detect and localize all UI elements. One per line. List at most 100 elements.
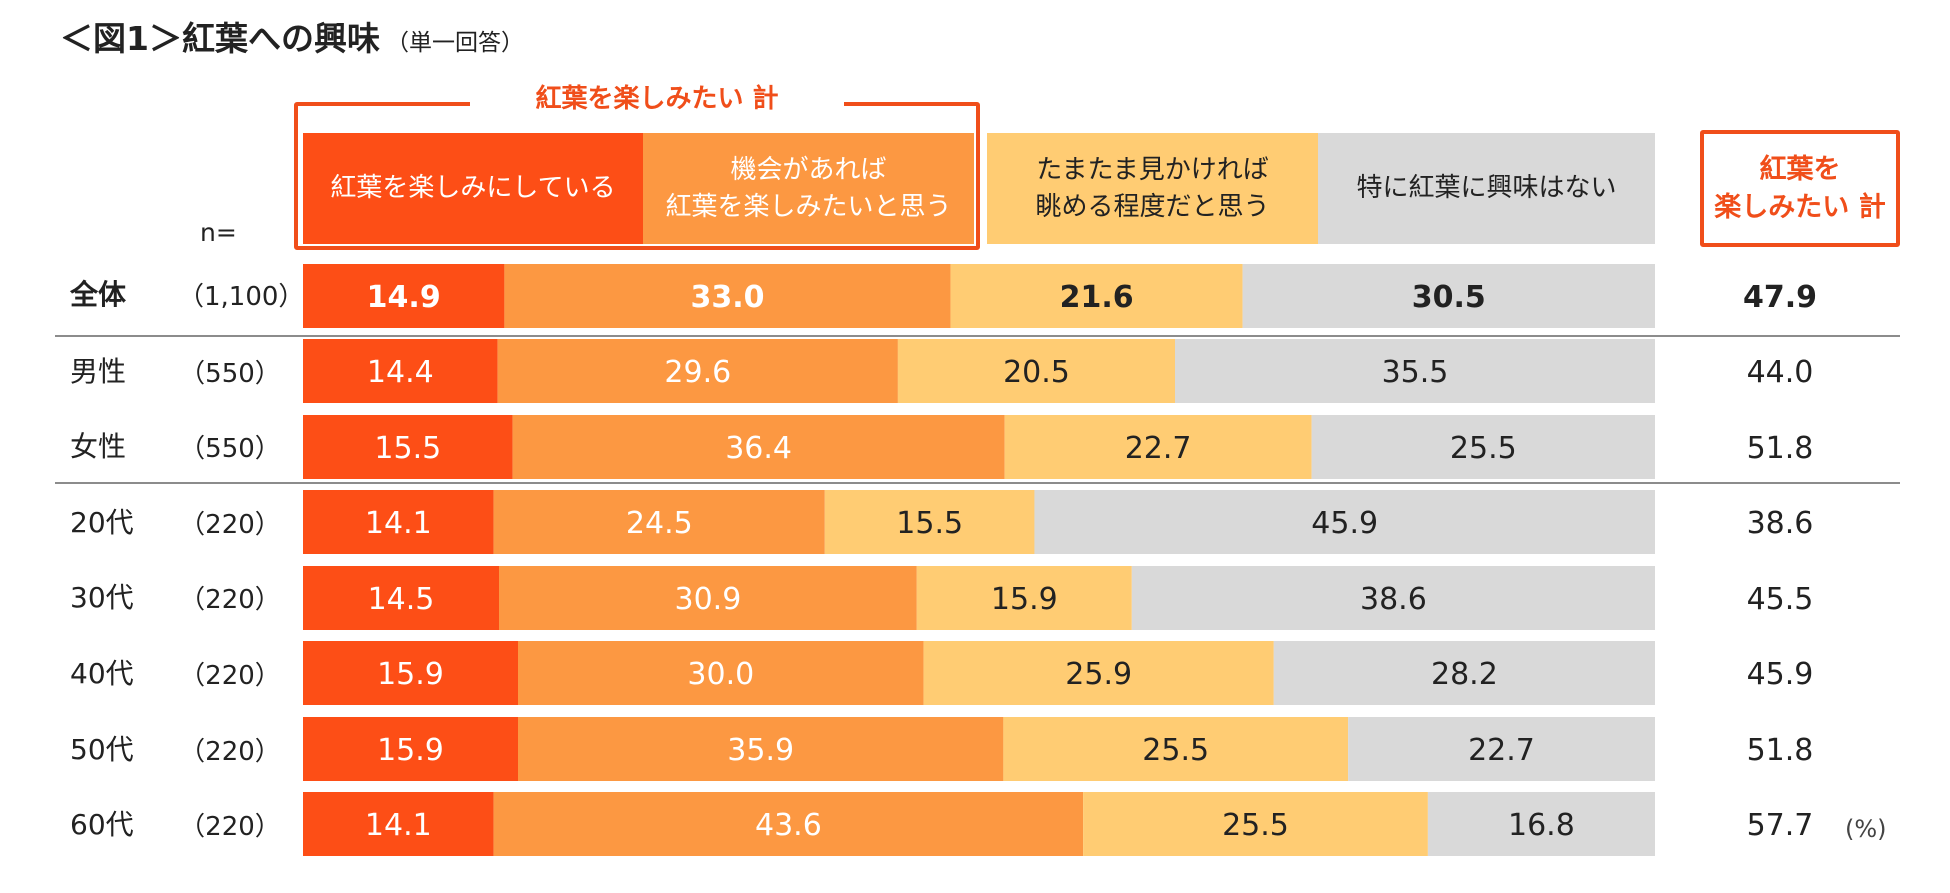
bar-view-if-seen <box>1004 415 1312 479</box>
bar-value-label: 20.5 <box>1003 355 1070 390</box>
bar-value-label: 15.9 <box>377 733 444 768</box>
total-header-line1: 紅葉を <box>1759 153 1841 185</box>
legend-item-looking-forward: 紅葉を楽しみにしている <box>303 133 643 244</box>
bar-value-label: 21.6 <box>1060 280 1134 315</box>
row-sample-size: （550） <box>179 359 281 389</box>
group-label: 紅葉を楽しみたい 計 <box>470 78 844 115</box>
divider-line <box>55 335 1900 337</box>
total-value-label: 51.8 <box>1747 733 1814 768</box>
total-value-label: 51.8 <box>1747 431 1814 466</box>
bar-not-interested <box>1427 792 1655 856</box>
bar-value-label: 14.9 <box>367 280 441 315</box>
bar-view-if-seen <box>923 641 1274 705</box>
total-header-line2: 楽しみたい 計 <box>1714 191 1886 223</box>
bar-value-label: 22.7 <box>1468 733 1535 768</box>
row-label-male: 男性 <box>70 355 127 388</box>
bar-value-label: 45.9 <box>1311 506 1378 541</box>
bar-looking-forward <box>303 264 505 328</box>
bar-value-label: 28.2 <box>1431 657 1498 692</box>
legend-item-not-interested: 特に紅葉に興味はない <box>1318 133 1655 244</box>
bar-value-label: 35.9 <box>727 733 794 768</box>
divider-line <box>55 482 1900 484</box>
title-text: ＜図1＞紅葉への興味 <box>60 19 380 58</box>
row-sample-size: （550） <box>179 434 281 464</box>
legend-label: 特に紅葉に興味はない <box>1356 173 1617 204</box>
bar-want-if-chance <box>504 264 951 328</box>
bar-value-label: 30.0 <box>687 657 754 692</box>
total-value-label: 45.9 <box>1747 657 1814 692</box>
legend-item-want-if-chance: 機会があれば 紅葉を楽しみたいと思う <box>643 133 974 244</box>
sample-size-header: n= <box>200 218 237 247</box>
bar-looking-forward <box>303 490 494 554</box>
row-sample-size: （220） <box>179 812 281 842</box>
bar-view-if-seen <box>1003 717 1349 781</box>
bar-value-label: 25.5 <box>1450 431 1517 466</box>
total-value-label: 47.9 <box>1743 280 1817 315</box>
bar-value-label: 25.9 <box>1065 657 1132 692</box>
bar-want-if-chance <box>497 339 898 403</box>
row-sample-size: （220） <box>179 661 281 691</box>
bar-value-label: 15.9 <box>991 582 1058 617</box>
total-value-label: 44.0 <box>1747 355 1814 390</box>
bar-value-label: 38.6 <box>1360 582 1427 617</box>
legend-label-line1: たまたま見かければ <box>1036 155 1269 186</box>
total-column-header: 紅葉を 楽しみたい 計 <box>1700 130 1900 247</box>
bar-looking-forward <box>303 566 499 630</box>
bar-value-label: 24.5 <box>626 506 693 541</box>
total-value-label: 38.6 <box>1747 506 1814 541</box>
bar-want-if-chance <box>499 566 917 630</box>
bar-not-interested <box>1242 264 1655 328</box>
bar-looking-forward <box>303 717 518 781</box>
bar-looking-forward <box>303 641 518 705</box>
bar-value-label: 29.6 <box>664 355 731 390</box>
title-subtitle: （単一回答） <box>385 30 524 56</box>
bar-want-if-chance <box>518 641 924 705</box>
row-label-40s: 40代 <box>70 657 134 690</box>
total-value-label: 57.7 <box>1747 808 1814 843</box>
legend-label-line2: 紅葉を楽しみたいと思う <box>665 191 952 222</box>
row-sample-size: （220） <box>179 737 281 767</box>
bar-value-label: 33.0 <box>690 280 764 315</box>
bar-want-if-chance <box>493 792 1084 856</box>
bar-value-label: 15.9 <box>377 657 444 692</box>
bar-value-label: 25.5 <box>1142 733 1209 768</box>
bar-not-interested <box>1273 641 1655 705</box>
legend-label-line1: 機会があれば <box>730 155 887 186</box>
bar-not-interested <box>1175 339 1655 403</box>
bar-value-label: 30.9 <box>675 582 742 617</box>
bar-value-label: 22.7 <box>1125 431 1192 466</box>
bar-want-if-chance <box>512 415 1005 479</box>
bar-looking-forward <box>303 339 498 403</box>
bar-value-label: 16.8 <box>1508 808 1575 843</box>
total-value-label: 45.5 <box>1747 582 1814 617</box>
bar-value-label: 14.4 <box>367 355 434 390</box>
row-label-female: 女性 <box>70 430 127 463</box>
bar-want-if-chance <box>518 717 1004 781</box>
bar-view-if-seen <box>897 339 1176 403</box>
bar-value-label: 25.5 <box>1222 808 1289 843</box>
bar-looking-forward <box>303 792 494 856</box>
bar-want-if-chance <box>493 490 825 554</box>
bar-not-interested <box>1311 415 1655 479</box>
bar-value-label: 14.1 <box>365 808 432 843</box>
bar-view-if-seen <box>916 566 1132 630</box>
legend-item-view-if-seen: たまたま見かければ 眺める程度だと思う <box>987 133 1318 244</box>
row-label-60s: 60代 <box>70 808 134 841</box>
bar-value-label: 43.6 <box>755 808 822 843</box>
row-label-total: 全体 <box>70 278 127 311</box>
bar-not-interested <box>1348 717 1655 781</box>
bar-view-if-seen <box>950 264 1243 328</box>
row-label-50s: 50代 <box>70 733 134 766</box>
unit-label: (%) <box>1845 815 1887 843</box>
row-label-30s: 30代 <box>70 581 134 614</box>
bar-view-if-seen <box>1083 792 1428 856</box>
row-sample-size: （220） <box>179 510 281 540</box>
bar-view-if-seen <box>824 490 1035 554</box>
bar-looking-forward <box>303 415 513 479</box>
bar-not-interested <box>1034 490 1655 554</box>
row-label-20s: 20代 <box>70 506 134 539</box>
bar-value-label: 36.4 <box>725 431 792 466</box>
bar-value-label: 35.5 <box>1382 355 1449 390</box>
bar-value-label: 15.5 <box>896 506 963 541</box>
